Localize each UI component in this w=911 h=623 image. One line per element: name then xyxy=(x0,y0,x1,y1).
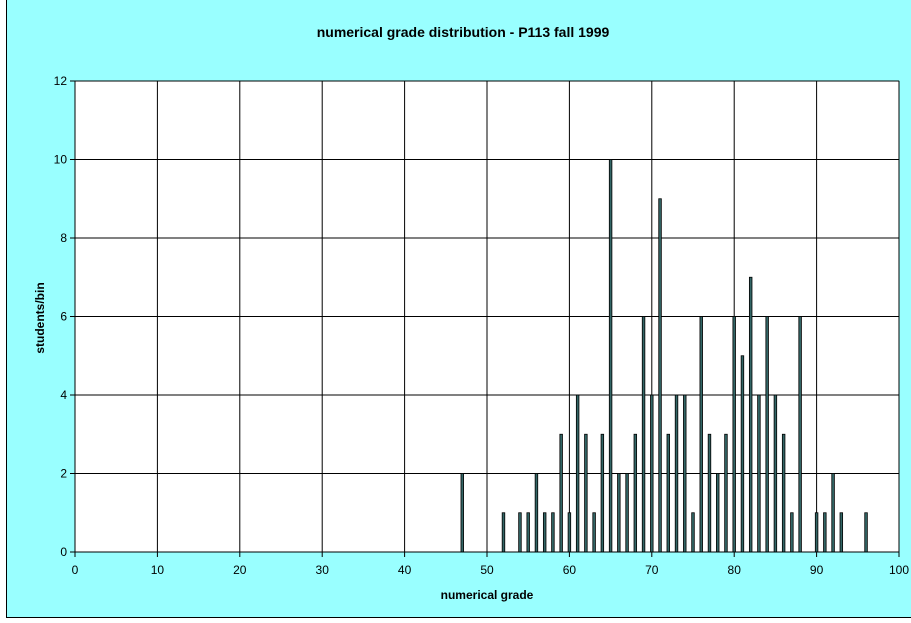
x-tick-label: 50 xyxy=(480,563,494,577)
bar xyxy=(542,512,547,553)
x-tick-label: 10 xyxy=(151,563,165,577)
y-axis-title: students/bin xyxy=(33,282,47,353)
bar-layer xyxy=(460,159,868,553)
bar xyxy=(518,512,522,553)
bar xyxy=(658,198,662,553)
x-tick-label: 40 xyxy=(398,563,412,577)
bar xyxy=(650,394,654,553)
bar xyxy=(674,394,679,553)
bar xyxy=(526,512,530,553)
bar xyxy=(790,512,794,553)
x-tick-label: 70 xyxy=(645,563,659,577)
bar xyxy=(501,512,506,553)
bar xyxy=(460,473,464,553)
bar xyxy=(559,433,563,553)
chart-frame: numerical grade distribution - P113 fall… xyxy=(6,0,911,618)
chart-title: numerical grade distribution - P113 fall… xyxy=(317,24,610,40)
bar xyxy=(823,512,827,553)
y-tick-label: 12 xyxy=(54,74,68,88)
bar xyxy=(757,394,761,553)
bar xyxy=(567,512,572,553)
bar xyxy=(748,276,753,553)
bar xyxy=(617,473,621,553)
bar xyxy=(716,473,720,553)
bar xyxy=(831,473,835,553)
x-tick-label: 20 xyxy=(233,563,247,577)
y-tick-label: 0 xyxy=(60,545,67,559)
y-tick-label: 2 xyxy=(60,467,67,481)
bar xyxy=(691,512,695,553)
bar xyxy=(707,433,712,553)
bar xyxy=(814,512,819,553)
y-tick-label: 10 xyxy=(54,153,68,167)
x-tick-label: 0 xyxy=(72,563,79,577)
bar xyxy=(740,355,745,553)
bar xyxy=(534,473,539,553)
bar xyxy=(773,394,778,553)
x-tick-label: 60 xyxy=(563,563,577,577)
bar xyxy=(798,316,802,553)
x-tick-label: 30 xyxy=(316,563,330,577)
tick-label-layer: 0 10 20 30 40 50 60 70 80 90 100 0 2 4 6 8 10 12 xyxy=(54,74,910,577)
y-tick-label: 8 xyxy=(60,231,67,245)
bar xyxy=(551,512,555,553)
bar xyxy=(625,473,629,553)
bar xyxy=(592,512,596,553)
x-tick-label: 90 xyxy=(810,563,824,577)
bar xyxy=(575,394,580,553)
x-axis-title: numerical grade xyxy=(441,588,534,602)
bar xyxy=(584,433,588,553)
bar xyxy=(699,316,703,553)
bar xyxy=(724,433,728,553)
bar xyxy=(765,316,769,553)
x-tick-label: 100 xyxy=(889,563,909,577)
bar xyxy=(732,316,736,553)
bar xyxy=(600,433,605,553)
axis-layer xyxy=(70,80,900,557)
x-tick-label: 80 xyxy=(728,563,742,577)
bar xyxy=(683,394,687,553)
y-tick-label: 4 xyxy=(60,388,67,402)
y-tick-label: 6 xyxy=(60,310,67,324)
bar xyxy=(781,433,786,553)
chart-svg: numerical grade distribution - P113 fall… xyxy=(33,24,910,602)
bar xyxy=(641,316,646,553)
bar xyxy=(633,433,638,553)
bar xyxy=(608,159,613,553)
bar xyxy=(666,433,670,553)
bar xyxy=(864,512,868,553)
bar xyxy=(839,512,844,553)
